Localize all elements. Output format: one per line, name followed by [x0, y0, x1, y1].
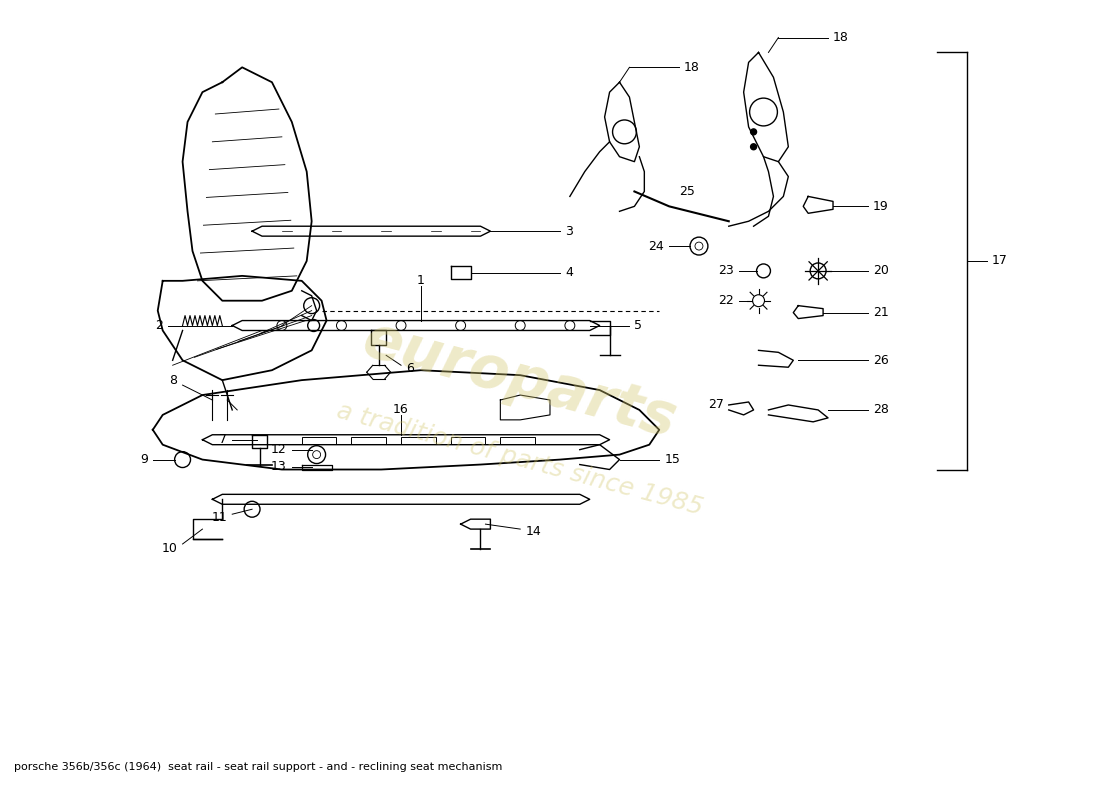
Bar [500, 437, 535, 444]
Text: 28: 28 [872, 403, 889, 417]
Text: 18: 18 [684, 61, 700, 74]
Bar [402, 437, 436, 444]
Text: 21: 21 [872, 306, 889, 319]
Text: 19: 19 [872, 200, 889, 213]
Text: 27: 27 [708, 398, 724, 411]
Text: 2: 2 [155, 319, 163, 332]
Text: 22: 22 [718, 294, 734, 307]
Text: a tradition of parts since 1985: a tradition of parts since 1985 [334, 399, 706, 520]
Text: 7: 7 [219, 434, 228, 446]
Text: 17: 17 [992, 254, 1008, 267]
Text: 26: 26 [872, 354, 889, 366]
Text: 9: 9 [140, 453, 147, 466]
Text: 8: 8 [169, 374, 177, 386]
Text: 3: 3 [565, 225, 573, 238]
Text: 15: 15 [664, 453, 680, 466]
Circle shape [750, 144, 757, 150]
Text: 24: 24 [649, 239, 664, 253]
Text: 5: 5 [635, 319, 642, 332]
Bar [351, 437, 386, 444]
Text: porsche 356b/356c (1964)  seat rail - seat rail support - and - reclining seat m: porsche 356b/356c (1964) seat rail - sea… [14, 762, 502, 773]
Text: 11: 11 [211, 510, 228, 524]
Text: 1: 1 [417, 274, 425, 287]
Text: 20: 20 [872, 265, 889, 278]
Text: 25: 25 [679, 185, 695, 198]
Text: 6: 6 [406, 362, 414, 374]
Bar [451, 437, 485, 444]
Bar [301, 437, 337, 444]
Circle shape [750, 129, 757, 135]
Text: 13: 13 [271, 460, 287, 473]
Text: 14: 14 [525, 525, 541, 538]
Text: 16: 16 [393, 403, 409, 417]
Text: 18: 18 [833, 31, 849, 44]
Text: 12: 12 [271, 443, 287, 456]
Text: 10: 10 [162, 542, 177, 555]
Text: 4: 4 [565, 266, 573, 279]
Text: 23: 23 [718, 265, 734, 278]
Text: europarts: europarts [358, 311, 683, 450]
